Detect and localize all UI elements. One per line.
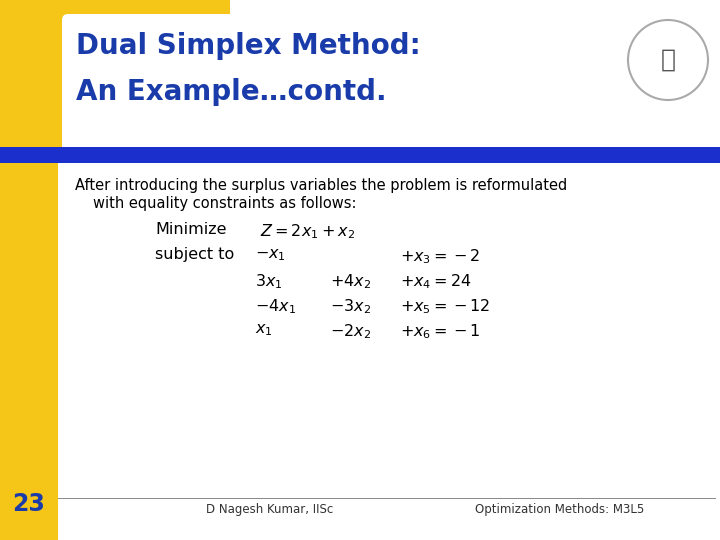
FancyBboxPatch shape bbox=[0, 147, 720, 163]
Text: $x_1$: $x_1$ bbox=[255, 322, 273, 338]
Text: subject to: subject to bbox=[155, 247, 234, 262]
Text: $-3x_2$: $-3x_2$ bbox=[330, 297, 371, 316]
Text: $+x_6 = -1$: $+x_6 = -1$ bbox=[400, 322, 480, 341]
Text: An Example…contd.: An Example…contd. bbox=[76, 78, 387, 106]
FancyBboxPatch shape bbox=[62, 14, 644, 156]
Text: $-4x_1$: $-4x_1$ bbox=[255, 297, 296, 316]
Text: 🗼: 🗼 bbox=[660, 48, 675, 72]
Text: D Nagesh Kumar, IISc: D Nagesh Kumar, IISc bbox=[207, 503, 333, 516]
Text: 23: 23 bbox=[12, 492, 45, 516]
Text: $+x_5 = -12$: $+x_5 = -12$ bbox=[400, 297, 490, 316]
Text: Optimization Methods: M3L5: Optimization Methods: M3L5 bbox=[475, 503, 644, 516]
FancyBboxPatch shape bbox=[0, 0, 58, 540]
Text: After introducing the surplus variables the problem is reformulated: After introducing the surplus variables … bbox=[75, 178, 567, 193]
Text: $-2x_2$: $-2x_2$ bbox=[330, 322, 371, 341]
Text: with equality constraints as follows:: with equality constraints as follows: bbox=[93, 196, 356, 211]
Text: $Z = 2x_1 + x_2$: $Z = 2x_1 + x_2$ bbox=[260, 222, 355, 241]
Text: $3x_1$: $3x_1$ bbox=[255, 272, 283, 291]
Text: $+x_4 = 24$: $+x_4 = 24$ bbox=[400, 272, 472, 291]
Text: $+x_3 = -2$: $+x_3 = -2$ bbox=[400, 247, 480, 266]
FancyBboxPatch shape bbox=[0, 0, 230, 150]
Text: Minimize: Minimize bbox=[155, 222, 227, 237]
Text: $-x_1$: $-x_1$ bbox=[255, 247, 286, 262]
Text: Dual Simplex Method:: Dual Simplex Method: bbox=[76, 32, 420, 60]
Text: $+4x_2$: $+4x_2$ bbox=[330, 272, 371, 291]
Circle shape bbox=[628, 20, 708, 100]
